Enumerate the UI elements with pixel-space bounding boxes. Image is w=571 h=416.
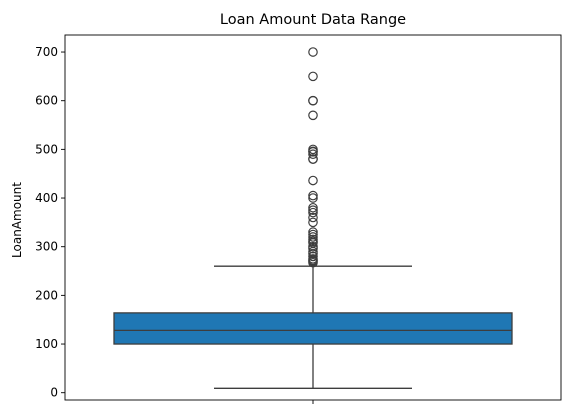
outlier-point <box>308 212 318 223</box>
y-tick-label: 100 <box>35 337 58 351</box>
y-tick-label: 600 <box>35 94 58 108</box>
outlier-point <box>308 251 318 262</box>
y-tick-label: 300 <box>35 240 58 254</box>
outlier-point <box>308 227 318 237</box>
y-tick-label: 400 <box>35 191 58 205</box>
iqr-box <box>113 312 513 345</box>
y-axis-ticks: 0 100 200 300 400 500 600 700 <box>35 45 65 400</box>
outlier-point <box>308 205 318 215</box>
outlier-point <box>308 149 318 160</box>
outlier-points <box>308 47 318 268</box>
outlier-point <box>308 193 318 203</box>
outlier-point <box>308 147 318 157</box>
outlier-point <box>308 243 318 254</box>
outlier-point <box>308 217 318 228</box>
outlier-point <box>308 175 318 186</box>
outlier-point <box>308 190 318 201</box>
outlier-point <box>308 47 318 57</box>
y-axis-label: LoanAmount <box>10 182 24 258</box>
chart-title: Loan Amount Data Range <box>220 12 406 28</box>
outlier-point <box>308 110 318 121</box>
outlier-point <box>308 95 318 106</box>
outlier-point <box>308 207 318 218</box>
outlier-point <box>308 71 318 82</box>
y-tick-label: 200 <box>35 288 58 302</box>
y-tick-label: 700 <box>35 45 58 59</box>
outlier-point <box>308 248 318 259</box>
outlier-point <box>308 232 318 242</box>
outlier-point <box>308 257 318 268</box>
outlier-point <box>308 202 318 213</box>
y-tick-label: 500 <box>35 142 58 156</box>
y-tick-label: 0 <box>50 386 58 400</box>
outlier-point <box>308 154 318 164</box>
box-plot-series <box>113 265 513 389</box>
